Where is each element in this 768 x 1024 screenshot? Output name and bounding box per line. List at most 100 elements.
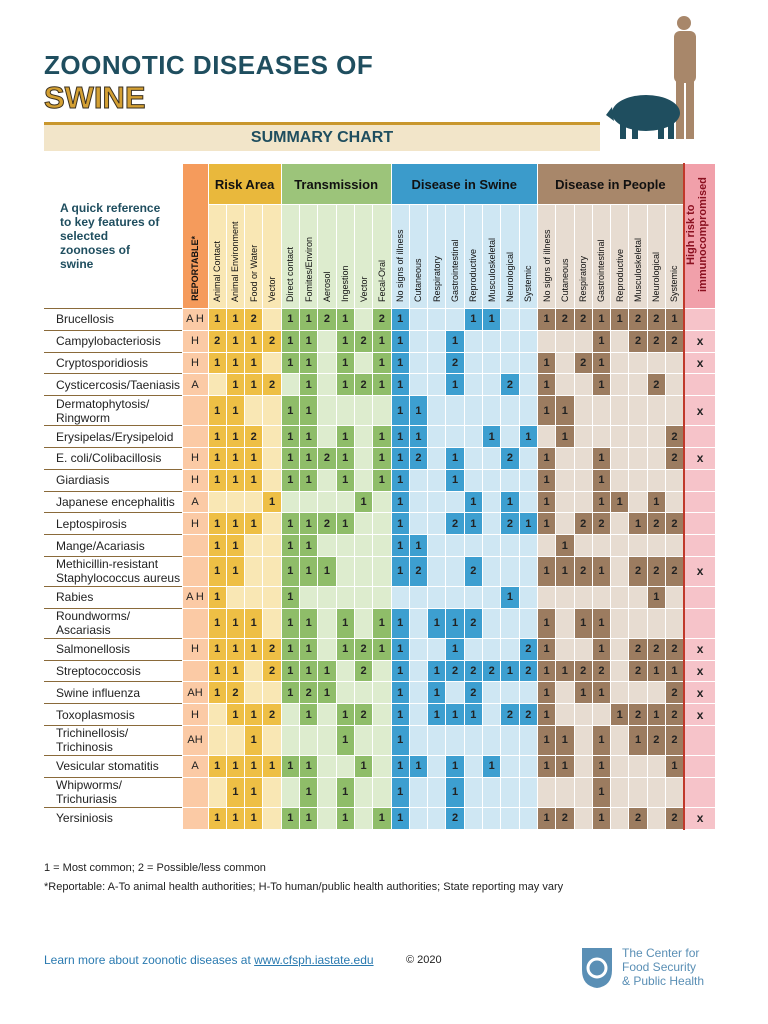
cell — [555, 468, 575, 492]
cell — [536, 585, 557, 609]
cell: 2 — [445, 806, 465, 830]
cell: 1 — [482, 425, 502, 448]
cell — [555, 681, 575, 705]
cell: 1 — [244, 724, 264, 756]
cell — [573, 806, 593, 830]
disease-name: Brucellosis — [44, 308, 182, 331]
cell — [298, 585, 319, 609]
cell: 1 — [298, 425, 319, 448]
cell: 1 — [280, 425, 300, 448]
group-header: Risk Area — [207, 163, 282, 205]
disease-name: Giardiasis — [44, 468, 182, 492]
cell — [317, 490, 337, 514]
subtitle: SUMMARY CHART — [44, 122, 600, 151]
immuno-cell — [682, 724, 717, 756]
cell: 2 — [244, 308, 264, 331]
summary-table: A quick reference to key features of sel… — [44, 163, 717, 830]
column-label: Musculoskeletal — [486, 237, 497, 302]
cell — [500, 425, 520, 448]
cell — [372, 555, 392, 587]
cell — [482, 395, 502, 427]
reportable-cell: H — [181, 446, 209, 470]
cell: 1 — [225, 659, 246, 683]
column-header: Fecal-Oral — [372, 204, 392, 309]
cell: 1 — [244, 776, 264, 808]
cell: 1 — [244, 703, 264, 726]
cell — [408, 308, 429, 331]
cell: 2 — [353, 703, 374, 726]
cell: 1 — [335, 329, 355, 353]
cell — [664, 607, 685, 639]
name-line: Campylobacteriosis — [56, 334, 161, 349]
cell: 2 — [445, 351, 465, 375]
column-label: Animal Contact — [212, 240, 223, 302]
cell — [518, 776, 538, 808]
cell — [463, 446, 484, 470]
cell: 1 — [500, 490, 520, 514]
cell: 1 — [591, 468, 612, 492]
cell — [500, 468, 520, 492]
column-header: Animal Environment — [225, 204, 246, 309]
disease-name: Mange/Acariasis — [44, 534, 182, 557]
cell — [445, 490, 465, 514]
cell: 1 — [207, 555, 227, 587]
disease-name: Swine influenza — [44, 681, 182, 704]
cell — [317, 637, 337, 661]
cell — [427, 585, 447, 609]
cell: 2 — [628, 806, 648, 830]
cell — [555, 329, 575, 353]
cell: 2 — [445, 659, 465, 683]
group-header: Disease in People — [536, 163, 685, 205]
cell — [610, 468, 630, 492]
cell — [573, 446, 593, 470]
cell: 1 — [244, 637, 264, 661]
cell: 2 — [225, 681, 246, 705]
link[interactable]: www.cfsph.iastate.edu — [254, 953, 374, 967]
cell — [610, 776, 630, 808]
cell — [664, 585, 685, 609]
reportable-cell: A H — [181, 308, 209, 331]
title: ZOONOTIC DISEASES OF — [44, 50, 374, 80]
cell — [372, 703, 392, 726]
cell: 1 — [207, 351, 227, 375]
cell — [445, 724, 465, 756]
cell — [500, 607, 520, 639]
cell — [335, 585, 355, 609]
table-row: Methicillin-resistant Staphylococcus aure… — [44, 555, 717, 587]
cell — [244, 585, 264, 609]
cell — [500, 308, 520, 331]
name-line: Ringworm — [56, 410, 111, 425]
reportable-cell: AH — [181, 681, 209, 705]
cell: 1 — [335, 351, 355, 375]
cell — [646, 446, 666, 470]
cell — [372, 659, 392, 683]
cell — [445, 585, 465, 609]
reportable-label: REPORTABLE* — [190, 236, 200, 301]
header-row: A quick reference to key features of sel… — [44, 163, 717, 309]
column-label: Vector — [267, 276, 278, 302]
cell — [262, 555, 282, 587]
disease-name: Methicillin-resistant Staphylococcus aure… — [44, 555, 182, 587]
cell: 1 — [335, 806, 355, 830]
cell — [280, 703, 300, 726]
cell: 1 — [298, 329, 319, 353]
cell — [427, 724, 447, 756]
cell — [500, 329, 520, 353]
cell — [573, 585, 593, 609]
cell: 1 — [536, 754, 557, 778]
cell: 1 — [335, 373, 355, 397]
cell: 1 — [646, 490, 666, 514]
disease-name: E. coli/Colibacillosis — [44, 446, 182, 470]
column-header: Neurological — [646, 204, 666, 309]
table-row: Streptococcosis 1 1 2 1 1 1 2 1 1 2 2 2 1 2 1 1 2 2 2 1 1 x — [44, 659, 717, 683]
cell — [573, 490, 593, 514]
cell: 1 — [298, 534, 319, 557]
cell: 2 — [317, 446, 337, 470]
cell — [628, 425, 648, 448]
cell: 2 — [244, 425, 264, 448]
cell — [482, 512, 502, 536]
cell: 1 — [646, 585, 666, 609]
cell — [353, 681, 374, 705]
cell: 1 — [445, 329, 465, 353]
cell: 1 — [298, 351, 319, 375]
